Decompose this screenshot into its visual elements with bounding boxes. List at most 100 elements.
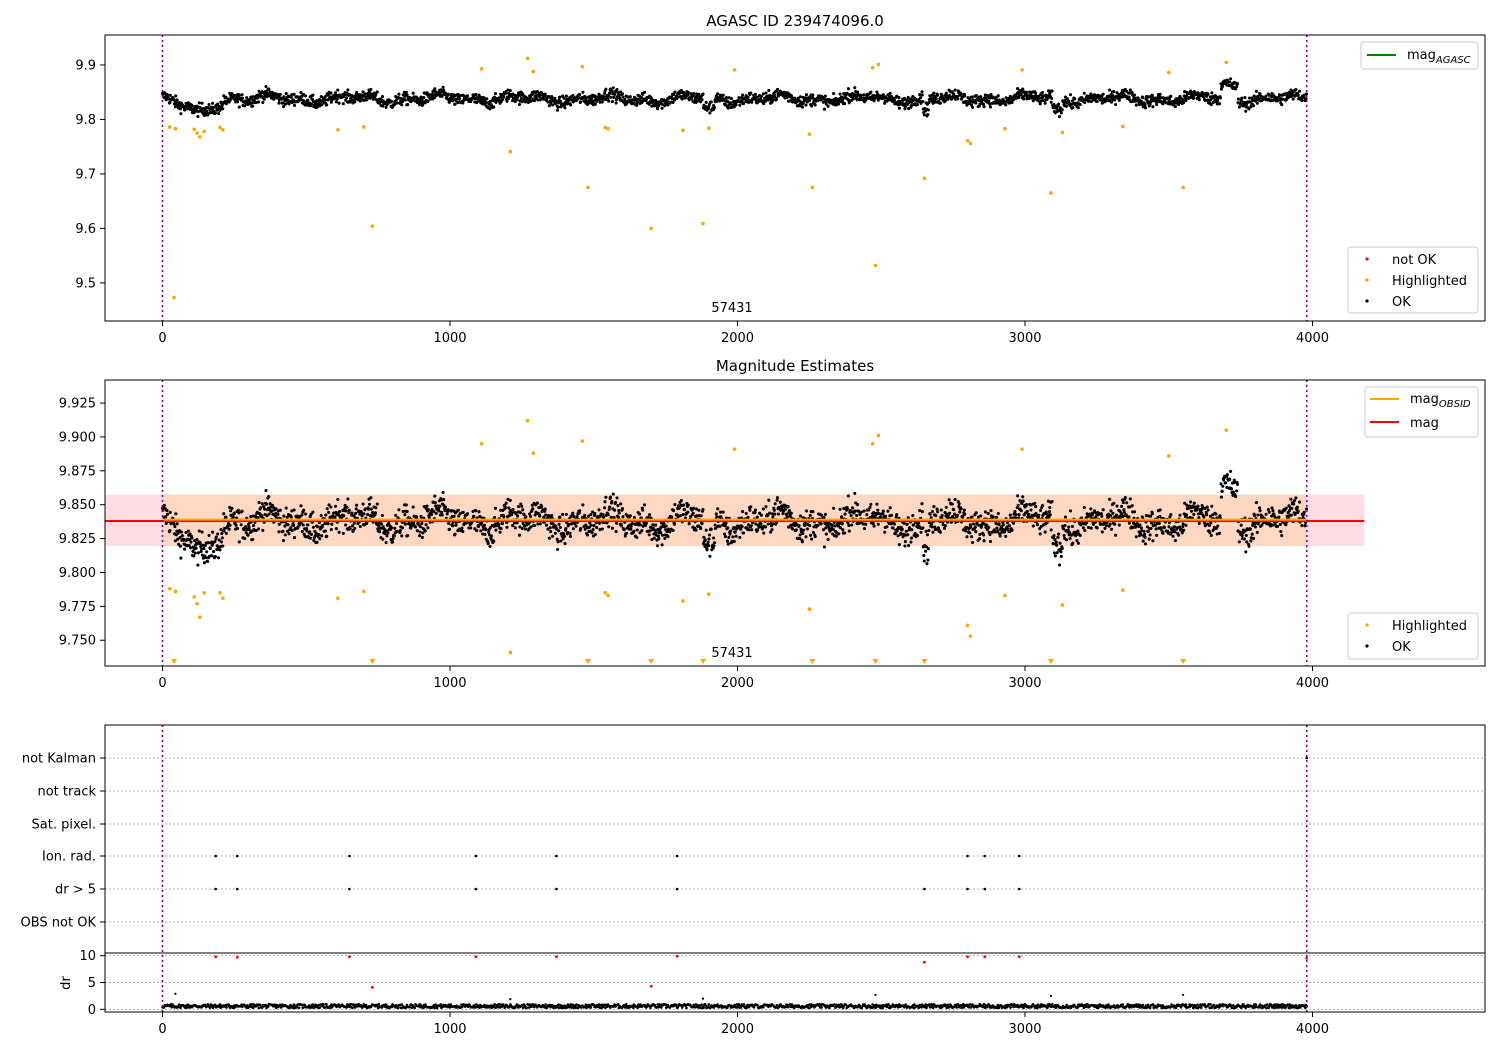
ok-point xyxy=(853,86,857,90)
highlighted-point xyxy=(701,221,705,226)
ok-point xyxy=(551,103,555,107)
ok-point xyxy=(1070,524,1074,528)
ok-point xyxy=(196,114,200,119)
ok-point xyxy=(723,524,727,528)
ok-point xyxy=(958,510,962,514)
ok-point xyxy=(465,512,470,516)
ok-point xyxy=(837,532,841,536)
ok-point xyxy=(395,529,399,533)
ok-point xyxy=(442,498,446,502)
ok-point xyxy=(1093,510,1097,514)
ok-point xyxy=(1103,526,1107,530)
ok-point xyxy=(260,502,264,506)
ok-point xyxy=(785,95,789,99)
ok-point xyxy=(996,511,1000,516)
ok-point xyxy=(1029,508,1033,512)
ok-point xyxy=(968,531,972,535)
highlighted-point xyxy=(336,127,340,132)
ok-point xyxy=(342,514,346,518)
ok-point xyxy=(1146,529,1150,533)
ok-point xyxy=(959,92,963,96)
ok-point xyxy=(573,521,577,525)
ok-point xyxy=(718,524,722,528)
ok-point xyxy=(1033,501,1037,505)
ok-point xyxy=(756,528,760,532)
ok-point xyxy=(205,109,209,113)
ok-point xyxy=(1095,99,1099,104)
ok-point xyxy=(610,100,614,104)
ok-point xyxy=(741,531,746,535)
ok-point xyxy=(802,528,806,532)
ok-point xyxy=(420,535,424,539)
ok-point xyxy=(732,539,736,543)
ok-point xyxy=(329,505,333,509)
ok-point xyxy=(799,527,803,531)
ok-point xyxy=(240,96,245,100)
ok-point xyxy=(982,105,986,109)
ok-point xyxy=(585,533,590,537)
ok-point xyxy=(906,533,910,537)
ok-point xyxy=(660,543,664,547)
ok-point xyxy=(1192,501,1196,505)
ok-point xyxy=(638,523,642,527)
ok-point xyxy=(956,97,960,101)
ok-point xyxy=(440,510,444,514)
ok-point xyxy=(497,96,501,100)
ok-point xyxy=(616,504,620,508)
ok-point xyxy=(690,508,694,512)
ok-point xyxy=(991,95,995,99)
ok-point xyxy=(197,101,201,105)
ok-point xyxy=(1218,102,1222,106)
ok-point xyxy=(484,528,488,532)
ok-point xyxy=(277,530,281,534)
ok-point xyxy=(514,512,518,516)
ok-point xyxy=(1225,473,1229,477)
ok-point xyxy=(245,96,249,100)
ok-point xyxy=(276,512,280,516)
ok-point xyxy=(811,530,815,534)
ok-point xyxy=(365,97,369,101)
ok-point xyxy=(706,540,710,544)
ok-point xyxy=(1206,92,1210,96)
ok-point xyxy=(474,93,478,97)
ok-point xyxy=(224,515,228,519)
ok-point xyxy=(761,92,765,96)
ok-point xyxy=(536,522,540,526)
ok-point xyxy=(872,524,876,528)
x-tick-label: 2000 xyxy=(721,331,754,346)
ok-point xyxy=(1127,515,1131,519)
ok-point xyxy=(921,99,925,104)
ok-point xyxy=(247,525,251,529)
ok-point xyxy=(1108,497,1112,501)
highlighted-point xyxy=(732,68,737,72)
ok-point xyxy=(850,506,855,510)
ok-point xyxy=(252,524,256,528)
ok-point xyxy=(622,528,626,532)
ok-point xyxy=(1078,533,1082,537)
ok-point xyxy=(510,510,514,514)
ok-point xyxy=(229,509,233,513)
highlighted-point xyxy=(876,62,881,67)
ok-point xyxy=(1027,512,1031,516)
ok-point xyxy=(654,530,658,534)
ok-point xyxy=(994,521,998,526)
ok-point xyxy=(299,504,303,508)
ok-point xyxy=(240,509,244,513)
ok-point xyxy=(193,551,197,555)
ok-point xyxy=(1264,512,1268,516)
ok-point xyxy=(600,527,604,531)
ok-point xyxy=(1055,551,1059,555)
ok-point xyxy=(824,532,828,536)
ok-point xyxy=(1143,106,1148,110)
ok-point xyxy=(257,500,261,505)
highlighted-point xyxy=(580,64,585,69)
ok-point xyxy=(868,505,872,509)
ok-point xyxy=(257,527,261,531)
ok-point xyxy=(345,91,349,95)
highlighted-point xyxy=(649,226,654,231)
ok-point xyxy=(473,527,477,531)
ok-point xyxy=(1173,530,1177,534)
ok-point xyxy=(404,503,408,507)
ok-point xyxy=(337,101,341,105)
ok-point xyxy=(212,550,216,554)
